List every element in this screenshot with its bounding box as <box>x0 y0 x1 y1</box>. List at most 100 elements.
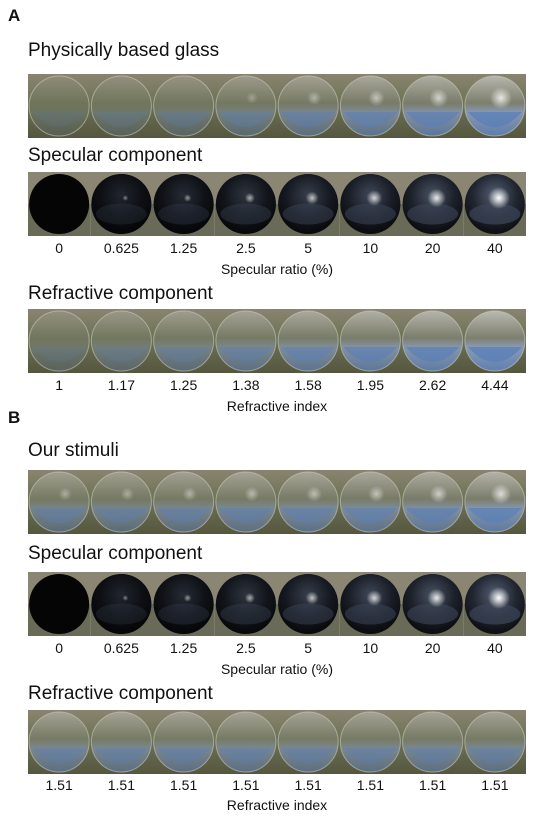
sphere-1 <box>28 172 91 236</box>
sphere-4 <box>215 711 277 773</box>
tick-label: 40 <box>487 240 503 256</box>
sphere-5 <box>277 310 339 372</box>
tick-label: 0 <box>55 640 64 656</box>
sphere-3 <box>153 711 215 773</box>
sphere-7 <box>402 471 464 533</box>
tick-label: 1 <box>55 377 64 393</box>
sphere-1 <box>28 75 90 137</box>
sphere-4 <box>214 572 277 636</box>
image-strip-specular-component-a <box>28 172 526 236</box>
strip-canvas <box>28 172 526 236</box>
sphere-6 <box>339 471 401 533</box>
tick-label: 1.95 <box>356 377 384 393</box>
tick-label: 0.625 <box>103 640 139 656</box>
tick-label: 10 <box>362 640 379 656</box>
tick-label: 1.51 <box>356 777 384 793</box>
sphere-8 <box>464 310 526 372</box>
strip-canvas <box>28 710 526 774</box>
sphere-4 <box>215 471 277 533</box>
sphere-4 <box>215 310 277 372</box>
row-title-refractive-component-b: Refractive component <box>28 683 213 704</box>
image-strip-our-stimuli <box>28 470 526 534</box>
tick-label: 1.25 <box>170 240 198 256</box>
sphere-1 <box>28 572 91 636</box>
tick-label: 40 <box>487 640 503 656</box>
row-title-our-stimuli: Our stimuli <box>28 440 119 461</box>
sphere-8 <box>464 75 526 137</box>
tick-label: 2.5 <box>236 640 256 656</box>
tick-label: 1.51 <box>419 777 447 793</box>
tick-label: 1.51 <box>481 777 509 793</box>
tick-labels-specular-b: 0 0.625 1.25 2.5 5 10 20 40 <box>28 640 526 658</box>
sphere-5 <box>277 471 339 533</box>
sphere-2 <box>90 75 152 137</box>
sphere-3 <box>152 172 215 236</box>
sphere-8 <box>463 172 526 236</box>
sphere-6 <box>339 711 401 773</box>
panel-label-b: B <box>8 408 21 427</box>
tick-label: 0 <box>55 240 64 256</box>
tick-label: 1.17 <box>107 377 135 393</box>
sphere-3 <box>153 471 215 533</box>
axis-label-refractive-index-a: Refractive index <box>226 398 328 414</box>
sphere-2 <box>90 711 152 773</box>
image-strip-specular-component-b <box>28 572 526 636</box>
sphere-5 <box>277 572 340 636</box>
sphere-2 <box>90 310 152 372</box>
strip-canvas <box>28 470 526 534</box>
sphere-1 <box>28 471 90 533</box>
tick-label: 0.625 <box>103 240 139 256</box>
tick-label: 1.51 <box>107 777 135 793</box>
row-title-refractive-component-a: Refractive component <box>28 283 213 304</box>
tick-label: 20 <box>424 640 441 656</box>
strip-canvas <box>28 309 526 373</box>
image-strip-refractive-component-b <box>28 710 526 774</box>
axis-label-specular-ratio-b: Specular ratio (%) <box>220 661 334 677</box>
sphere-7 <box>401 572 464 636</box>
tick-label: 1.58 <box>294 377 322 393</box>
sphere-8 <box>463 572 526 636</box>
tick-label: 20 <box>424 240 441 256</box>
tick-label: 1.25 <box>170 640 198 656</box>
strip-canvas <box>28 572 526 636</box>
sphere-7 <box>402 711 464 773</box>
sphere-6 <box>339 172 402 236</box>
strip-canvas <box>28 74 526 138</box>
sphere-5 <box>277 75 339 137</box>
sphere-2 <box>90 172 153 236</box>
sphere-6 <box>339 310 401 372</box>
tick-labels-refractive-a: 1 1.17 1.25 1.38 1.58 1.95 2.62 4.44 <box>28 377 526 395</box>
tick-label: 1.51 <box>170 777 198 793</box>
tick-labels-specular-a: 0 0.625 1.25 2.5 5 10 20 40 <box>28 240 526 258</box>
tick-label: 2.62 <box>419 377 447 393</box>
sphere-7 <box>402 75 464 137</box>
tick-label: 1.51 <box>294 777 322 793</box>
sphere-3 <box>153 75 215 137</box>
image-strip-physically-based-glass <box>28 74 526 138</box>
row-title-specular-component-b: Specular component <box>28 543 203 564</box>
sphere-5 <box>277 711 339 773</box>
sphere-8 <box>464 471 526 533</box>
tick-label: 1.25 <box>170 377 198 393</box>
sphere-5 <box>277 172 340 236</box>
sphere-7 <box>401 172 464 236</box>
sphere-7 <box>402 310 464 372</box>
tick-label: 1.51 <box>45 777 73 793</box>
sphere-6 <box>339 572 402 636</box>
sphere-2 <box>90 471 152 533</box>
tick-label: 5 <box>304 240 313 256</box>
tick-label: 2.5 <box>236 240 256 256</box>
sphere-4 <box>215 75 277 137</box>
tick-label: 10 <box>362 240 379 256</box>
tick-label: 1.38 <box>232 377 260 393</box>
sphere-6 <box>339 75 401 137</box>
image-strip-refractive-component-a <box>28 309 526 373</box>
tick-label: 4.44 <box>481 377 509 393</box>
axis-label-refractive-index-b: Refractive index <box>226 797 328 813</box>
sphere-2 <box>90 572 153 636</box>
sphere-3 <box>153 310 215 372</box>
sphere-8 <box>464 711 526 773</box>
sphere-1 <box>28 310 90 372</box>
panel-label-a: A <box>8 6 21 25</box>
tick-label: 5 <box>304 640 313 656</box>
